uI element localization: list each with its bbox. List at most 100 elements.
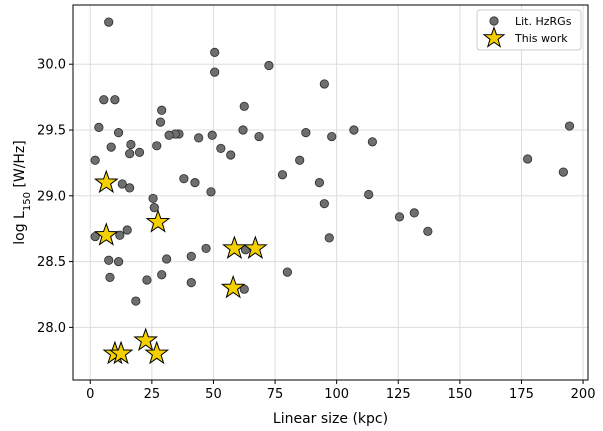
lit-point [295,155,305,165]
lit-point [301,128,311,138]
lit-points [90,17,575,306]
y-tick-label: 30.0 [37,58,66,73]
work-point [93,222,119,246]
y-tick-label: 28.0 [37,321,66,336]
y-tick-label: 28.5 [37,255,66,270]
lit-point [349,125,359,135]
x-tick-label: 125 [386,387,411,402]
plot-frame [72,4,589,381]
lit-point [134,147,145,157]
lit-point [254,131,264,142]
x-tick-label: 200 [571,387,596,402]
lit-point [122,225,132,235]
lit-point [207,130,217,140]
lit-point [126,139,136,150]
x-tick-label: 75 [267,387,284,402]
lit-point [157,105,167,115]
lit-point [367,137,377,147]
grid-lines [73,5,588,380]
x-axis-label: Linear size (kpc) [273,411,388,427]
lit-point [238,125,248,135]
x-tick-label: 175 [509,387,534,402]
lit-point [125,183,135,193]
lit-point [152,141,162,151]
legend-box [476,9,582,51]
legend-label-lit: Lit. HzRGs [515,15,572,28]
work-point [222,235,247,259]
legend: Lit. HzRGs This work [476,9,582,51]
lit-point [239,101,249,111]
lit-point [523,154,533,164]
x-tick-label: 150 [447,387,472,402]
lit-point [105,272,115,282]
lit-point [190,178,200,188]
lit-point [423,226,433,236]
lit-point [106,142,116,152]
lit-point [164,130,174,140]
lit-point [210,47,220,57]
lit-point [194,133,204,143]
lit-point [99,95,109,105]
lit-point [115,230,125,240]
lit-point [162,254,172,264]
y-tick-label: 29.5 [37,124,66,139]
lit-point [90,155,100,165]
lit-point [104,17,114,27]
lit-point [327,131,337,142]
work-point [145,209,171,233]
lit-point [113,128,124,138]
lit-point [409,208,419,218]
lit-point [131,296,141,306]
work-point [93,169,119,194]
x-tick-label: 100 [324,387,349,402]
lit-point [94,122,104,132]
lit-point [157,270,167,280]
lit-point [125,149,135,159]
work-point [242,235,268,259]
lit-point [142,275,152,285]
lit-point [394,212,405,222]
lit-point [113,256,124,267]
lit-point [179,174,189,184]
lit-point [110,95,120,105]
work-point [144,340,170,365]
lit-point [201,243,211,254]
lit-point [282,267,292,277]
lit-point [210,67,220,77]
legend-marker-work [482,25,506,48]
lit-point [90,231,100,242]
work-point [108,340,134,365]
lit-point [104,255,114,265]
lit-point [319,79,329,89]
x-tick-label: 25 [144,387,161,402]
y-ticks: 28.0 28.5 29.0 29.5 30.0 [37,58,73,336]
lit-point [148,193,158,204]
lit-point [314,178,325,188]
y-tick-label: 29.0 [37,189,66,204]
lit-point [226,150,236,160]
y-axis-label-unit: [W/Hz] [12,140,28,192]
work-point [220,274,246,299]
lit-point [239,284,249,294]
lit-point [117,179,127,189]
y-axis-label-sub: 150 [22,192,33,211]
x-tick-label: 0 [86,387,94,402]
lit-point [206,187,216,197]
legend-label-work: This work [514,32,568,45]
lit-point [186,278,196,288]
lit-point [264,60,274,71]
lit-point [558,167,568,177]
lit-point [324,233,334,243]
lit-point [155,117,166,127]
x-ticks: 0 25 50 75 100 125 150 175 200 [86,380,595,402]
lit-point [186,251,196,261]
lit-point [319,199,329,209]
lit-point [564,121,575,131]
work-point [133,327,159,352]
lit-point [277,170,288,180]
y-axis-label-main: log L [12,211,28,245]
y-axis-label: log L150 [W/Hz] [12,140,33,245]
work-points [93,169,268,365]
lit-point [149,203,159,213]
